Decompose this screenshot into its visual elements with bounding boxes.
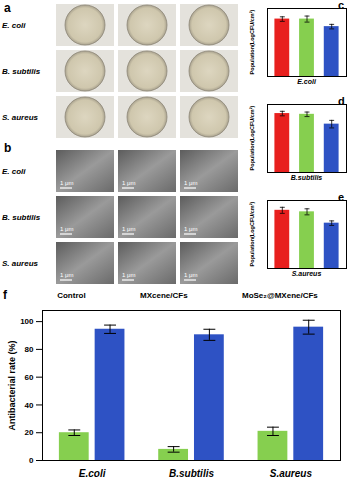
html-text:Population(LogCFU/cm²): Population(LogCFU/cm²) — [249, 9, 255, 75]
svg-text:E. coli: E. coli — [2, 21, 26, 30]
html-text:S.aureus: S.aureus — [291, 270, 322, 277]
svg-text:1 μm: 1 μm — [60, 180, 73, 186]
svg-text:100: 100 — [20, 317, 34, 326]
svg-text:1 μm: 1 μm — [122, 272, 135, 278]
html-text:MoSe₂@MXene/CFs: MoSe₂@MXene/CFs — [242, 291, 318, 300]
svg-text:20: 20 — [25, 428, 34, 437]
html-text:Population(LogCFU/cm²): Population(LogCFU/cm²) — [249, 201, 255, 267]
svg-text:B. subtilis: B. subtilis — [2, 213, 41, 222]
svg-text:80: 80 — [25, 345, 34, 354]
svg-text:1 μm: 1 μm — [122, 180, 135, 186]
svg-text:0: 0 — [29, 456, 34, 465]
html-text:d: d — [338, 95, 345, 107]
svg-text:S. aureus: S. aureus — [2, 259, 39, 268]
html-text:B.subtilis: B.subtilis — [290, 174, 323, 181]
svg-text:B. subtilis: B. subtilis — [2, 67, 41, 76]
html-text:Control: Control — [57, 291, 86, 300]
svg-text:b: b — [4, 141, 11, 155]
svg-text:1 μm: 1 μm — [60, 226, 73, 232]
svg-text:a: a — [4, 1, 11, 15]
svg-text:B.subtilis: B.subtilis — [169, 468, 214, 479]
svg-text:1 μm: 1 μm — [60, 272, 73, 278]
html-text:c: c — [338, 0, 345, 11]
svg-text:E.coli: E.coli — [79, 468, 106, 479]
html-text:f: f — [3, 288, 7, 302]
svg-text:E. coli: E. coli — [2, 167, 26, 176]
svg-text:Antibacterial rate (%): Antibacterial rate (%) — [7, 340, 17, 430]
svg-text:1 μm: 1 μm — [122, 226, 135, 232]
svg-text:S.aureus: S.aureus — [270, 468, 313, 479]
svg-text:1 μm: 1 μm — [184, 272, 197, 278]
svg-text:1 μm: 1 μm — [184, 180, 197, 186]
svg-text:40: 40 — [25, 401, 34, 410]
html-text:MXcene/CFs: MXcene/CFs — [140, 291, 188, 300]
html-text:e: e — [338, 191, 345, 203]
html-text:E.coli: E.coli — [297, 78, 316, 85]
svg-text:1 μm: 1 μm — [184, 226, 197, 232]
html-text:Population(LogCFU/cm²): Population(LogCFU/cm²) — [249, 105, 255, 171]
svg-text:60: 60 — [25, 373, 34, 382]
svg-text:S. aureus: S. aureus — [2, 113, 39, 122]
